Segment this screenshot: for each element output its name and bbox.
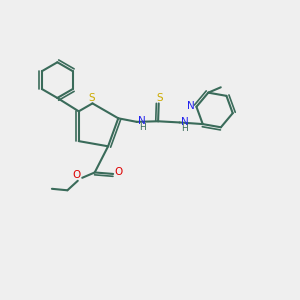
Text: O: O <box>114 167 123 177</box>
Text: N: N <box>138 116 146 126</box>
Text: N: N <box>187 101 194 111</box>
Text: S: S <box>88 93 95 103</box>
Text: H: H <box>182 124 188 133</box>
Text: S: S <box>156 93 163 103</box>
Text: O: O <box>73 170 81 180</box>
Text: N: N <box>181 117 189 127</box>
Text: H: H <box>139 123 145 132</box>
